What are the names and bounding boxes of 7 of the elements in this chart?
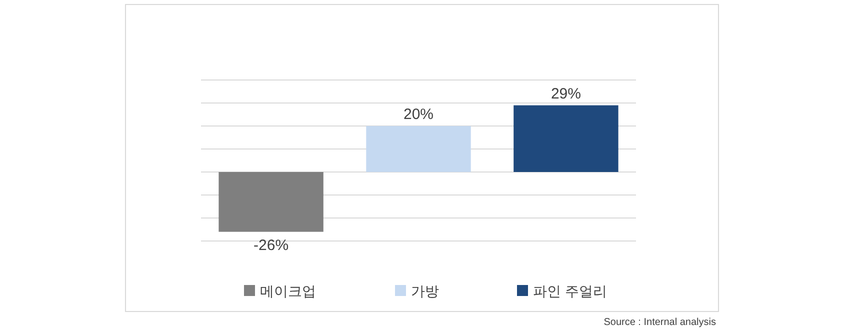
- legend-label: 파인 주얼리: [533, 283, 607, 299]
- data-label: 20%: [403, 106, 434, 123]
- legend-label: 가방: [411, 283, 439, 299]
- data-label: -26%: [254, 236, 289, 254]
- legend-label: 메이크업: [260, 283, 316, 299]
- data-label: 29%: [550, 85, 581, 102]
- source-note: Source : Internal analysis: [604, 317, 716, 328]
